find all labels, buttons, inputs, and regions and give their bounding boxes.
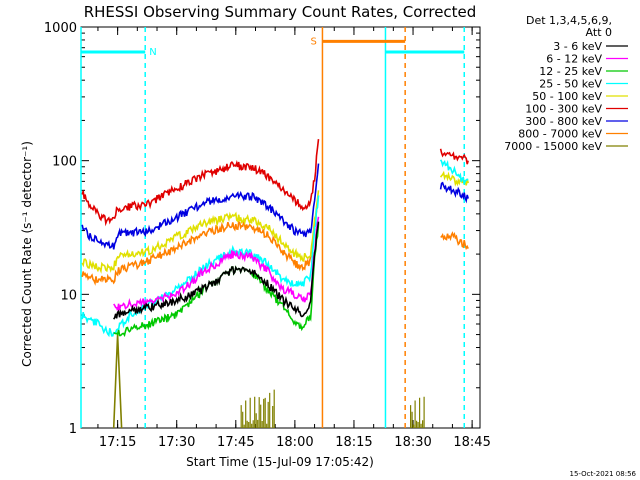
x-tick-label: 17:45 bbox=[217, 435, 254, 450]
legend-header: Det 1,3,4,5,6,9, bbox=[526, 14, 612, 27]
legend-label: 800 - 7000 keV bbox=[518, 128, 602, 141]
plot-area: 1 10 100 1000 17:15 17:30 17:45 18:00 18:15 18:30… bbox=[44, 21, 491, 450]
legend-label: 300 - 800 keV bbox=[525, 115, 602, 128]
x-tick-label: 18:45 bbox=[453, 435, 490, 450]
x-tick-label: 17:30 bbox=[158, 435, 195, 450]
late-series-line bbox=[439, 148, 469, 165]
legend-header: Att 0 bbox=[586, 26, 612, 39]
axes-frame bbox=[80, 26, 481, 429]
legend-label: 6 - 12 keV bbox=[546, 53, 602, 66]
series-line bbox=[113, 221, 320, 320]
legend-label: 3 - 6 keV bbox=[553, 40, 602, 53]
series-line bbox=[81, 195, 320, 286]
legend-label: 50 - 100 keV bbox=[532, 90, 602, 103]
series-line bbox=[81, 163, 320, 250]
series-line bbox=[81, 195, 320, 338]
x-axis-label: Start Time (15-Jul-09 17:05:42) bbox=[186, 455, 374, 469]
x-tick-label: 18:15 bbox=[335, 435, 372, 450]
late-series-line bbox=[439, 181, 469, 204]
y-tick-label: 10 bbox=[60, 288, 77, 303]
late-series-line bbox=[440, 231, 469, 251]
late-series-line bbox=[439, 159, 469, 185]
series-line bbox=[113, 216, 320, 311]
timestamp-footer: 15-Oct-2021 08:56 bbox=[570, 470, 637, 478]
series-line bbox=[112, 334, 123, 429]
series-line bbox=[81, 190, 320, 274]
legend-label: 12 - 25 keV bbox=[539, 65, 602, 78]
chart-title: RHESSI Observing Summary Count Rates, Co… bbox=[84, 3, 477, 21]
burst-bars bbox=[240, 389, 275, 428]
series-line bbox=[81, 139, 320, 227]
y-axis-label: Corrected Count Rate (s⁻¹ detector⁻¹) bbox=[20, 141, 34, 367]
state-bar-label: S bbox=[310, 36, 316, 47]
burst-bars bbox=[410, 396, 425, 428]
y-tick-label: 1000 bbox=[44, 21, 77, 36]
state-bar-label: N bbox=[149, 47, 156, 58]
y-tick-label: 1 bbox=[69, 422, 77, 437]
x-tick-label: 18:30 bbox=[394, 435, 431, 450]
x-tick-label: 18:00 bbox=[276, 435, 313, 450]
legend-label: 100 - 300 keV bbox=[525, 103, 602, 116]
legend-label: 7000 - 15000 keV bbox=[504, 140, 602, 153]
legend-label: 25 - 50 keV bbox=[539, 78, 602, 91]
y-tick-label: 100 bbox=[52, 155, 77, 170]
x-tick-label: 17:15 bbox=[99, 435, 136, 450]
